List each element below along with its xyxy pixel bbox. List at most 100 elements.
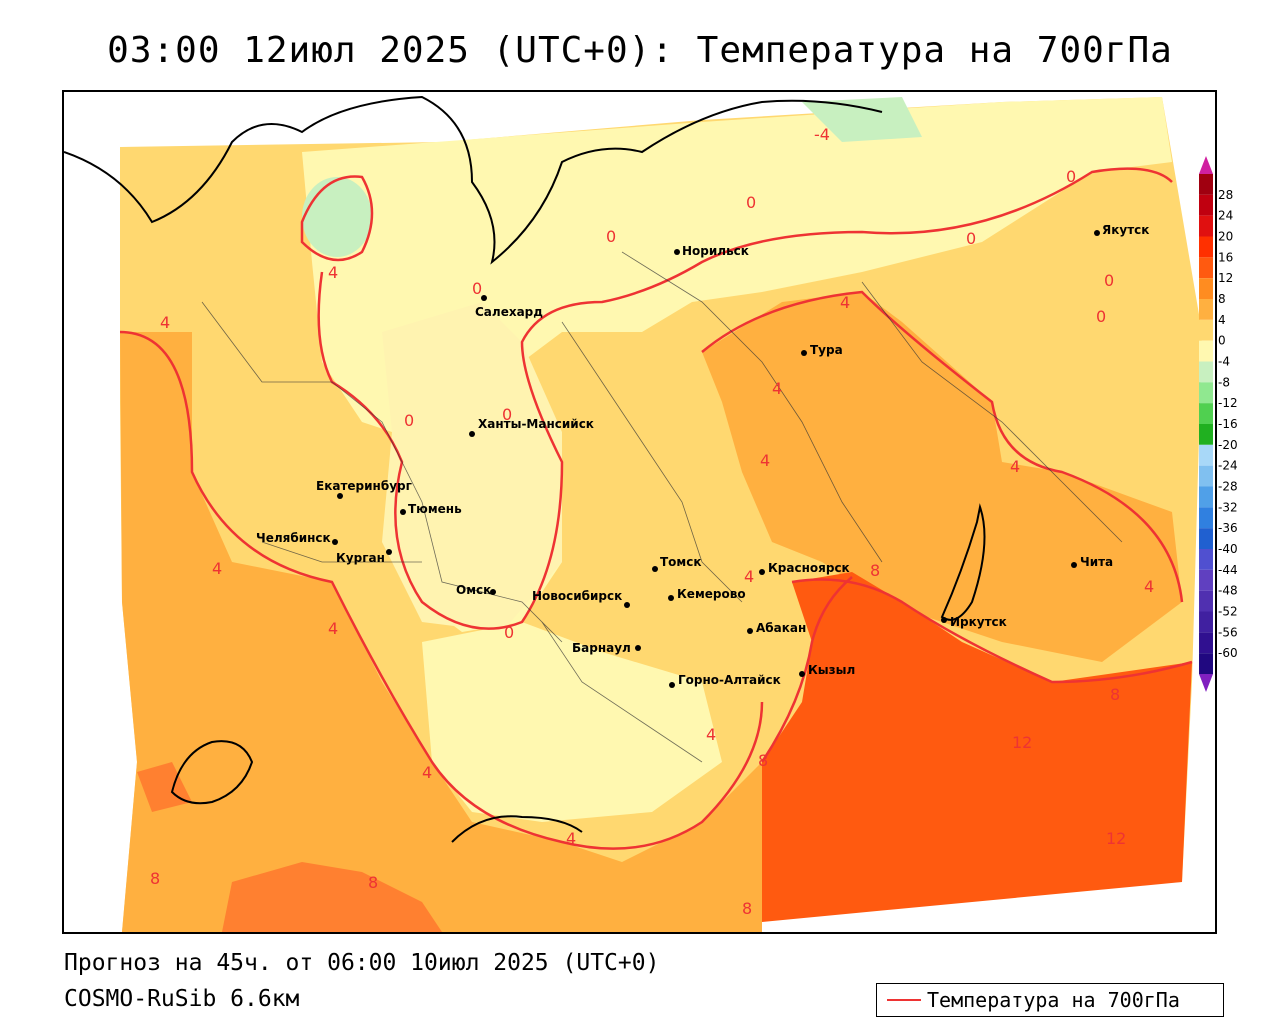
region-zero-west: [382, 302, 562, 632]
iso-label: 0: [472, 279, 482, 298]
colorbar-cell: [1199, 528, 1213, 549]
colorbar-tick-label: -28: [1218, 480, 1238, 494]
iso-label: 12: [1106, 829, 1126, 848]
colorbar-cell: [1199, 299, 1213, 320]
region-eight-east: [702, 292, 1182, 662]
colorbar-cell: [1199, 194, 1213, 216]
colorbar-tick-label: 4: [1218, 313, 1226, 327]
iso-label: 0: [746, 193, 756, 212]
colorbar-tick-label: -24: [1218, 459, 1238, 473]
isotherm-labels: -4 0 0 0 0 0 0 0 0 0 0 4 4 4 4 4 4 4 4 4…: [150, 125, 1154, 918]
city-dot: [469, 431, 475, 437]
iso-label: 4: [760, 451, 770, 470]
colorbar-cell: [1199, 507, 1213, 529]
iso-label: 0: [1096, 307, 1106, 326]
iso-label: 0: [606, 227, 616, 246]
legend-label: Температура на 700гПа: [927, 988, 1180, 1012]
city-dot: [759, 569, 765, 575]
city-label: Томск: [660, 555, 702, 569]
colorbar-tick-label: -56: [1218, 625, 1238, 639]
region-twelve-sw: [222, 862, 442, 932]
iso-label: 8: [1110, 685, 1120, 704]
colorbar-bottom-arrow: [1199, 674, 1213, 692]
legend: Температура на 700гПа: [876, 983, 1224, 1017]
colorbar-tick-label: -48: [1218, 584, 1238, 598]
colorbar-cell: [1199, 444, 1213, 466]
iso-label: 4: [744, 567, 754, 586]
iso-label: 8: [368, 873, 378, 892]
city-dot: [669, 682, 675, 688]
colorbar-cell: [1199, 486, 1213, 508]
iso-label: 4: [1144, 577, 1154, 596]
city-dot: [386, 549, 392, 555]
city-label: Курган: [336, 551, 385, 565]
colorbar-top-arrow: [1199, 156, 1213, 174]
colorbar-cell: [1199, 215, 1213, 237]
iso-label: 8: [870, 561, 880, 580]
colorbar-cell: [1199, 611, 1213, 633]
forecast-info: Прогноз на 45ч. от 06:00 10июл 2025 (UTC…: [64, 950, 660, 976]
city-label: Барнаул: [572, 641, 631, 655]
region-twelve: [762, 572, 1192, 922]
city-label: Горно-Алтайск: [678, 673, 781, 687]
coastlines: [64, 95, 986, 843]
iso-label: 8: [742, 899, 752, 918]
city-label: Салехард: [475, 305, 543, 319]
region-borders: [201, 251, 1123, 763]
legend-line-swatch: [887, 999, 921, 1001]
city-label: Челябинск: [256, 531, 331, 545]
iso-label: 4: [328, 263, 338, 282]
colorbar-tick-label: -12: [1218, 396, 1238, 410]
iso-label: 0: [404, 411, 414, 430]
colorbar-tick-label: -8: [1218, 375, 1230, 389]
colorbar-tick-label: 16: [1218, 250, 1233, 264]
colorbar-cell: [1199, 278, 1213, 299]
city-dot: [674, 249, 680, 255]
iso-label: 8: [150, 869, 160, 888]
city-label: Абакан: [756, 621, 806, 635]
iso-label: 0: [502, 405, 512, 424]
iso-label: 0: [504, 623, 514, 642]
region-minus4-north: [802, 97, 922, 142]
colorbar-cell: [1199, 361, 1213, 383]
colorbar-tick-label: -16: [1218, 417, 1238, 431]
region-minus4-west: [302, 177, 372, 257]
colorbar-tick-label: -40: [1218, 542, 1238, 556]
iso-label: 4: [212, 559, 222, 578]
colorbar-tick-label: -52: [1218, 605, 1238, 619]
iso-label: 4: [328, 619, 338, 638]
map-panel[interactable]: -4 0 0 0 0 0 0 0 0 0 0 4 4 4 4 4 4 4 4 4…: [62, 90, 1217, 934]
colorbar-tick-label: 20: [1218, 230, 1233, 244]
city-label: Иркутск: [950, 615, 1007, 629]
iso-label: 4: [566, 829, 576, 848]
iso-label: 4: [840, 293, 850, 312]
colorbar-cell: [1199, 340, 1213, 362]
city-label: Тюмень: [408, 502, 462, 516]
city-dot: [941, 617, 947, 623]
colorbar-tick-label: 8: [1218, 292, 1226, 306]
city-dot: [799, 671, 805, 677]
city-label: Тура: [810, 343, 843, 357]
city-dot: [481, 295, 487, 301]
colorbar-cell: [1199, 632, 1213, 654]
iso-label: 0: [1104, 271, 1114, 290]
region-zero-south: [422, 622, 722, 822]
city-dot: [624, 602, 630, 608]
colorbar-tick-label: -32: [1218, 500, 1238, 514]
colorbar-cell: [1199, 257, 1213, 279]
city-label: Омск: [456, 583, 491, 597]
iso-label: 4: [160, 313, 170, 332]
city-dot: [400, 509, 406, 515]
city-dot: [490, 589, 496, 595]
city-label: Чита: [1080, 555, 1113, 569]
city-label: Якутск: [1102, 223, 1149, 237]
colorbar-tick-label: 24: [1218, 209, 1233, 223]
colorbar-tick-label: -60: [1218, 646, 1238, 660]
iso-label: 4: [706, 725, 716, 744]
city-markers: Норильск Якутск Салехард Тура Ханты-Манс…: [256, 223, 1149, 688]
colorbar-tick-label: -20: [1218, 438, 1238, 452]
city-dot: [652, 566, 658, 572]
city-dot: [801, 350, 807, 356]
city-label: Ханты-Мансийск: [478, 417, 594, 431]
colorbar-tick-label: -4: [1218, 355, 1230, 369]
